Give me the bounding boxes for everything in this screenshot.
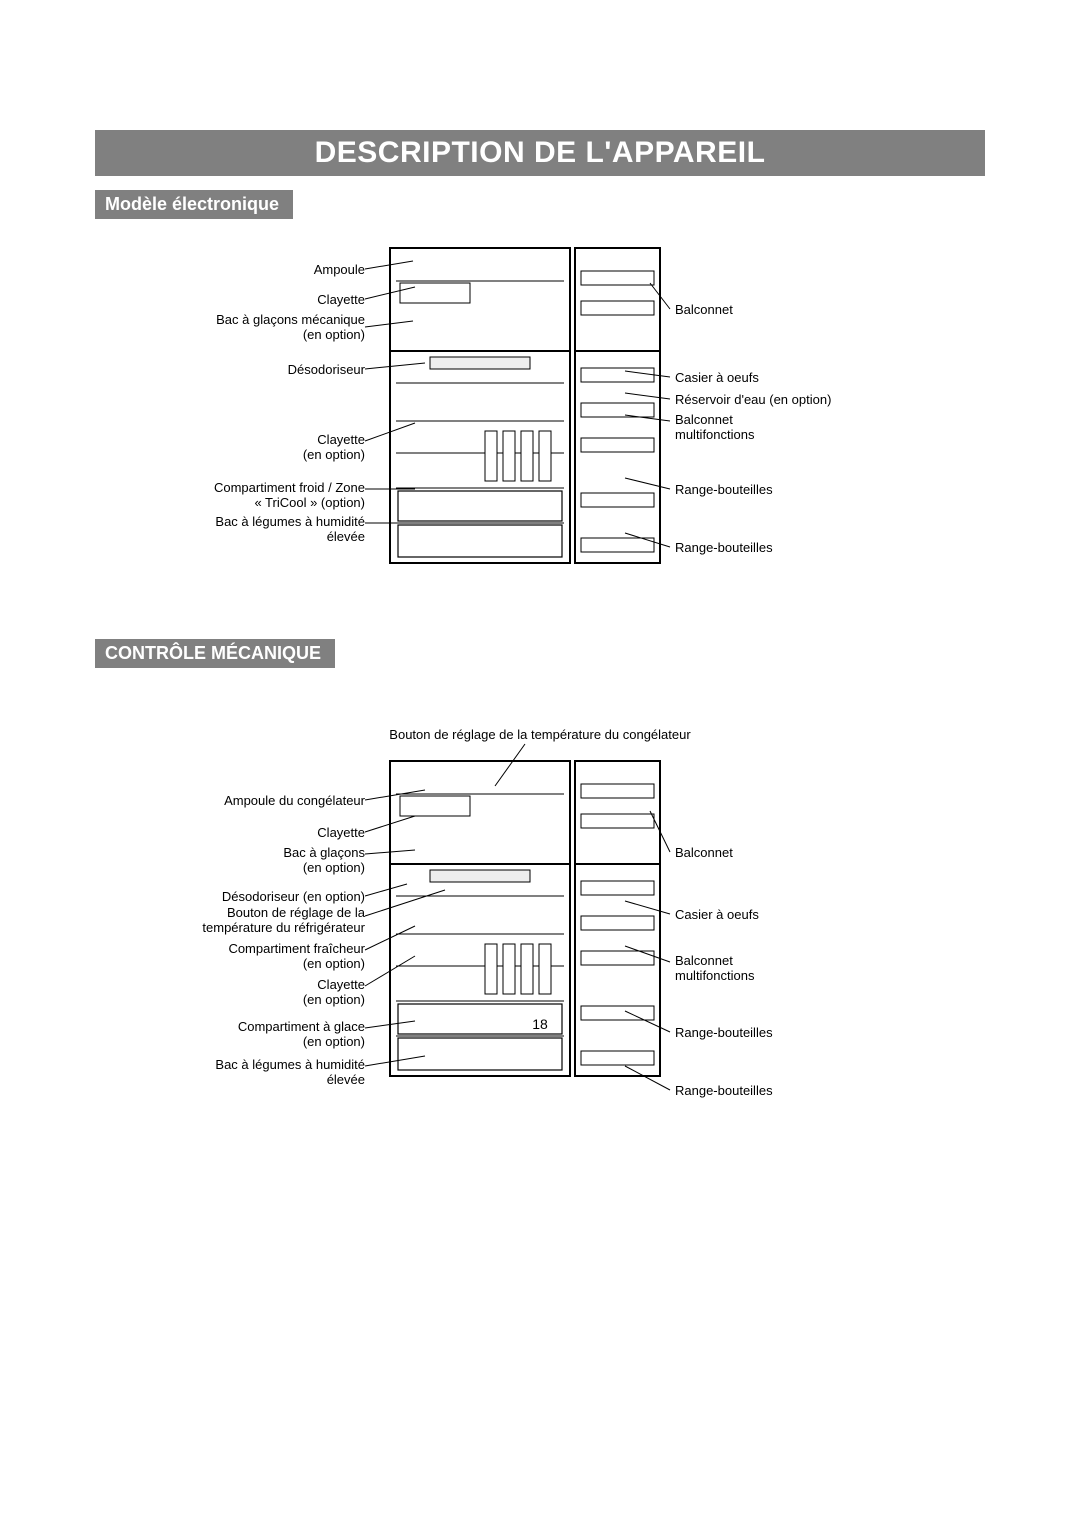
section-electronic-subtitle: Modèle électronique: [95, 190, 293, 219]
fridge-svg: [385, 243, 665, 568]
manual-page: DESCRIPTION DE L'APPAREIL Modèle électro…: [95, 130, 985, 1138]
callout-label: Balconnetmultifonctions: [675, 954, 975, 984]
callout-label: Compartiment fraîcheur(en option): [95, 942, 365, 972]
callout-label: Bac à glaçons mécanique(en option): [95, 313, 365, 343]
callout-label: Réservoir d'eau (en option): [675, 393, 975, 408]
page-title: DESCRIPTION DE L'APPAREIL: [95, 130, 985, 176]
callout-label: Casier à oeufs: [675, 371, 975, 386]
section-mechanical-subtitle: CONTRÔLE MÉCANIQUE: [95, 639, 335, 668]
diagram-electronic: Ampoule Clayette Bac à glaçons mécanique(e…: [95, 243, 985, 603]
callout-label: Clayette(en option): [95, 433, 365, 463]
callout-label: Compartiment froid / Zone« TriCool » (op…: [95, 481, 365, 511]
callout-label: Casier à oeufs: [675, 908, 975, 923]
callout-label: Balconnet: [675, 303, 975, 318]
callout-label: Clayette: [95, 293, 365, 308]
section-mechanical-subtitle-wrap: CONTRÔLE MÉCANIQUE: [95, 639, 985, 668]
callout-label: Bac à légumes à humiditéélevée: [95, 1058, 365, 1088]
page-number: 18: [95, 1016, 985, 1032]
callout-label: Clayette(en option): [95, 978, 365, 1008]
callout-label: Balconnetmultifonctions: [675, 413, 975, 443]
callout-label: Ampoule: [95, 263, 365, 278]
callout-label: Bac à glaçons(en option): [95, 846, 365, 876]
callout-label: Bac à légumes à humiditéélevée: [95, 515, 365, 545]
callout-label: Balconnet: [675, 846, 975, 861]
callout-label: Range-bouteilles: [675, 541, 975, 556]
diagram-top-label: Bouton de réglage de la température du c…: [95, 728, 985, 743]
section-electronic-subtitle-wrap: Modèle électronique: [95, 190, 985, 219]
diagram-mechanical: Bouton de réglage de la température du c…: [95, 738, 985, 1138]
callout-label: Bouton de réglage de latempérature du ré…: [95, 906, 365, 936]
callout-label: Range-bouteilles: [675, 1084, 975, 1099]
callout-label: Désodoriseur: [95, 363, 365, 378]
callout-label: Désodoriseur (en option): [95, 890, 365, 905]
callout-label: Range-bouteilles: [675, 483, 975, 498]
fridge-illustration: [385, 756, 665, 1081]
fridge-illustration: [385, 243, 665, 568]
callout-label: Clayette: [95, 826, 365, 841]
callout-label: Ampoule du congélateur: [95, 794, 365, 809]
fridge-svg: [385, 756, 665, 1081]
